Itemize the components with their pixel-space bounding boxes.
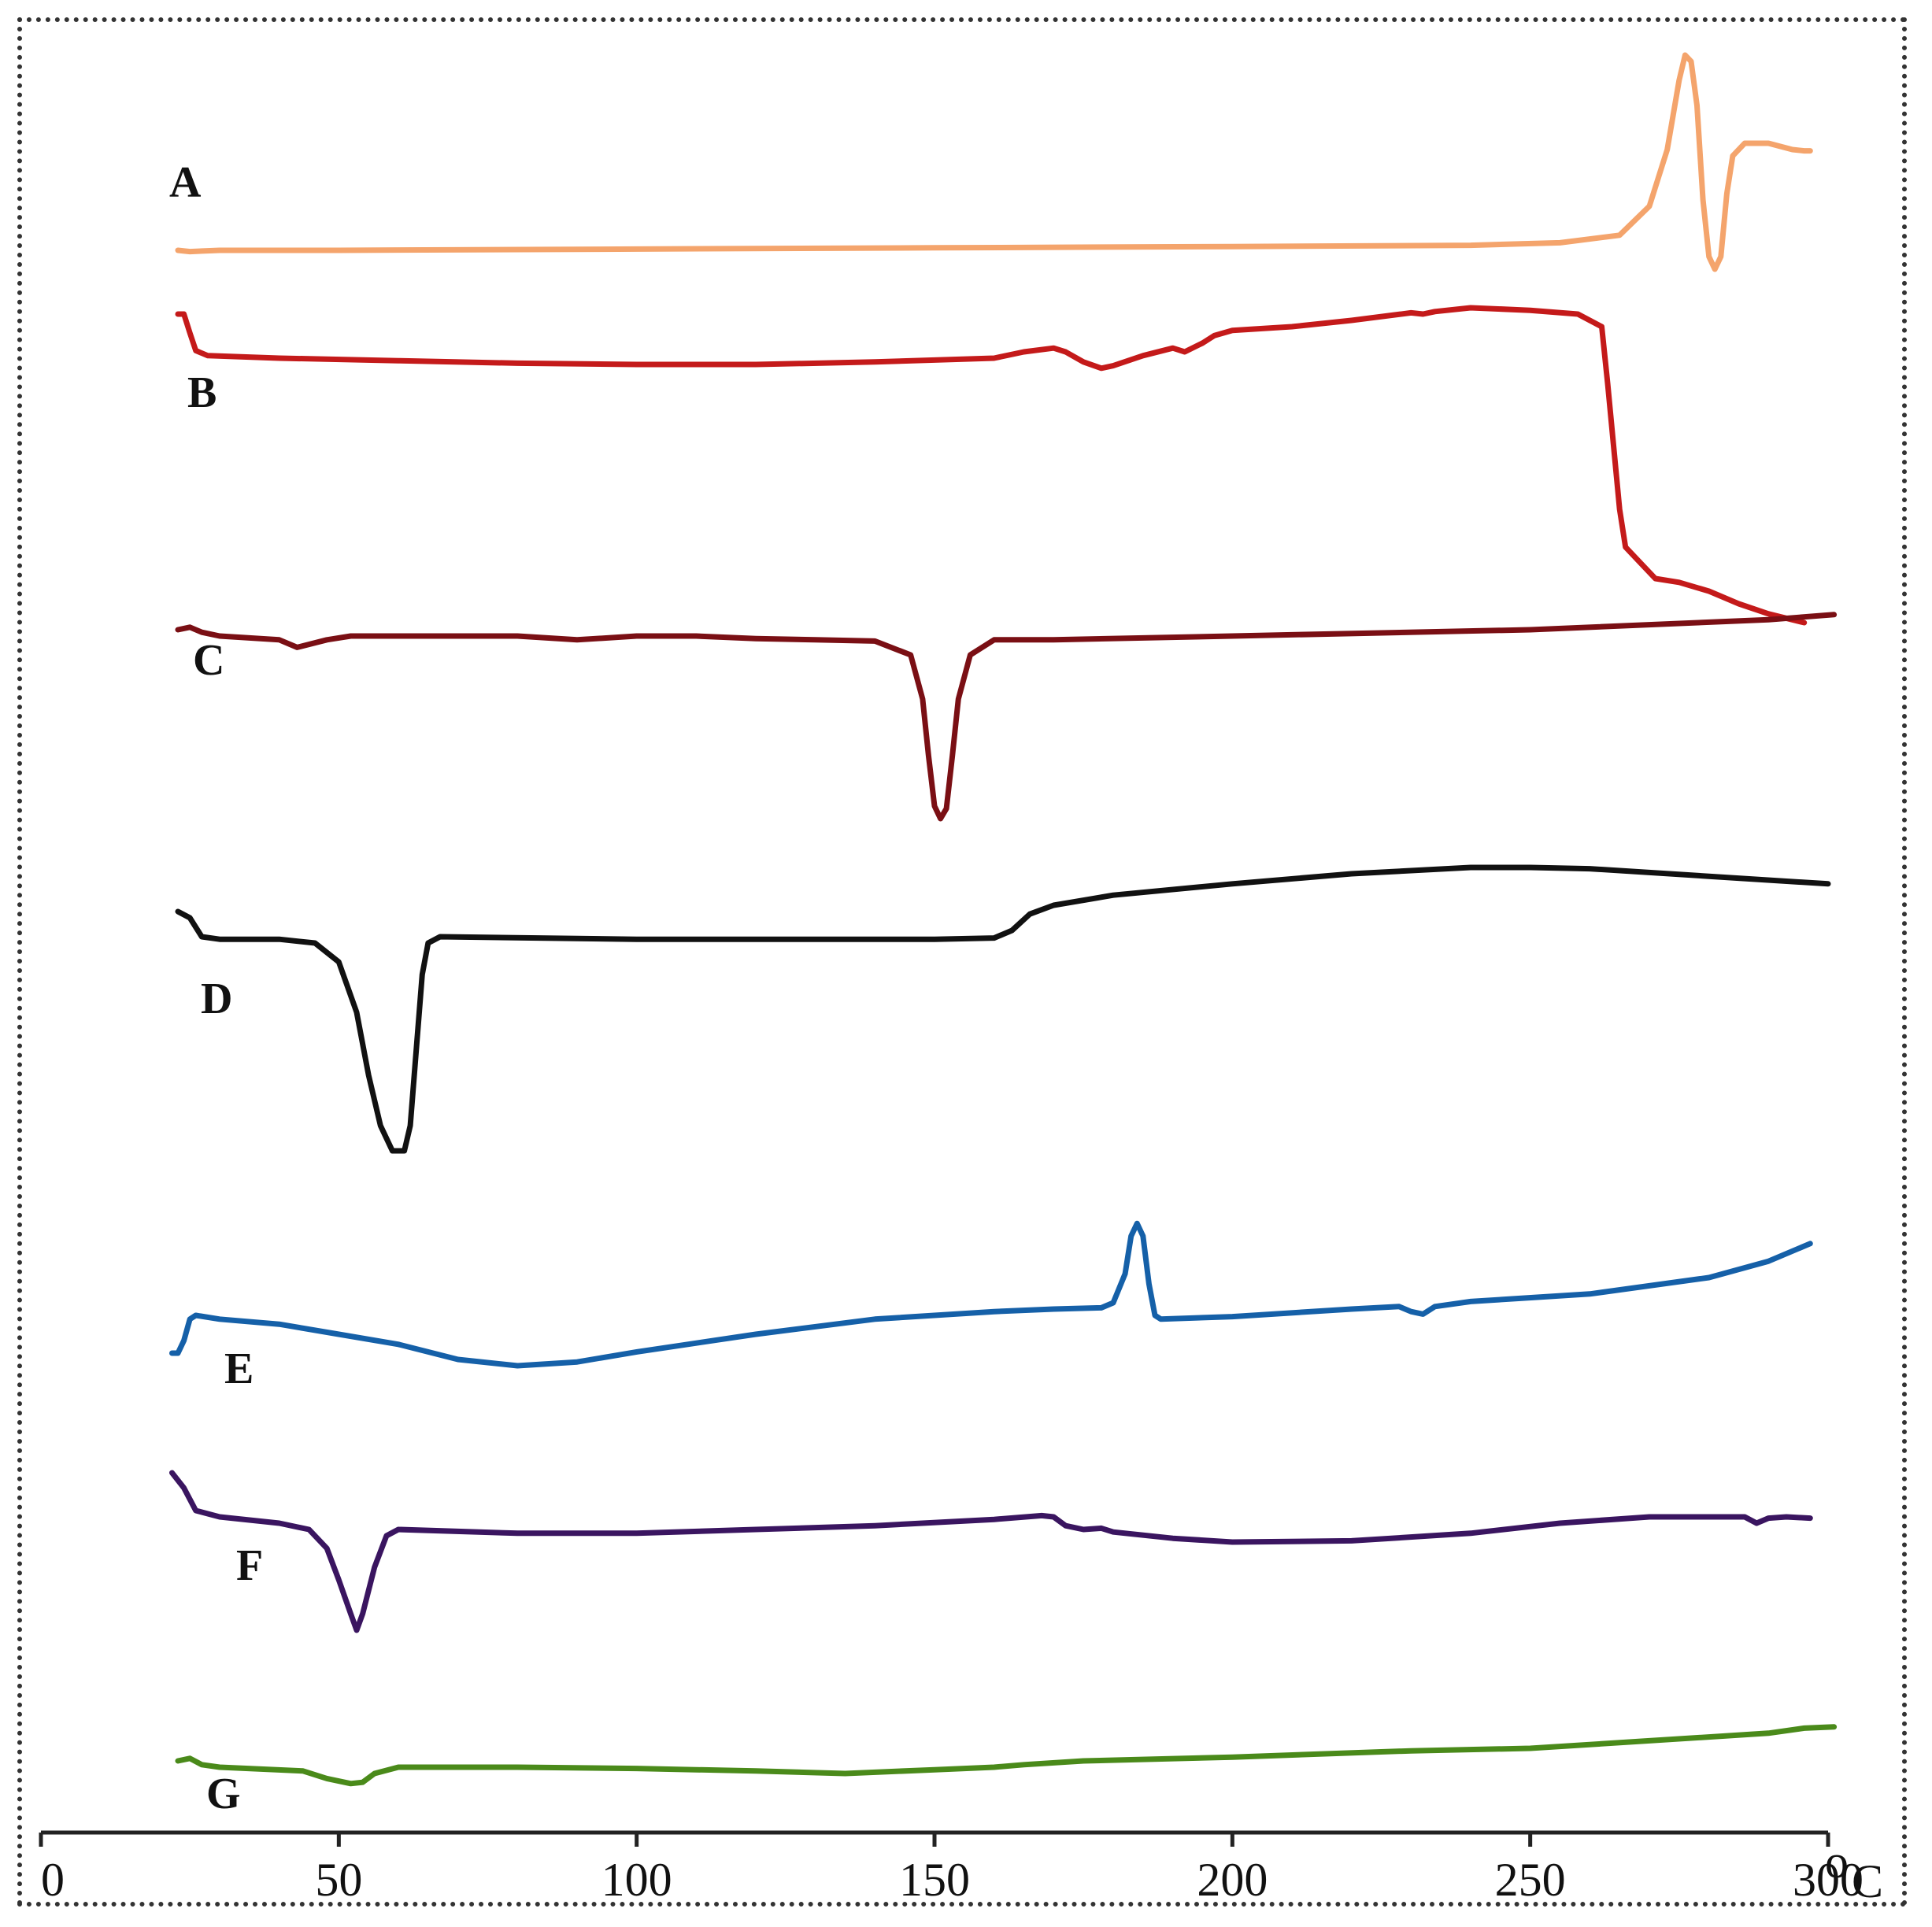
curve-label-f: F [236,1541,263,1590]
x-axis-tick-labels: 0 50 100 150 200 250 300 [41,1854,1864,1906]
curve-label-a: A [169,158,202,207]
curve-f [169,1470,1813,1633]
unit-letter: C [1852,1855,1883,1907]
curve-a [175,52,1813,272]
x-tick-label-150: 150 [899,1854,970,1906]
x-tick-label-100: 100 [601,1854,672,1906]
curves-group [169,52,1838,1787]
figure-frame [17,17,1907,1907]
curve-e [169,1220,1813,1369]
curve-label-b: B [187,368,217,417]
curve-d [175,864,1831,1154]
x-tick-label-50: 50 [315,1854,362,1906]
curve-label-e: E [224,1344,254,1393]
x-axis-ticks [39,1833,1830,1847]
curve-label-d: D [201,975,232,1023]
curve-b [175,305,1808,626]
curve-label-g: G [206,1770,241,1818]
curve-label-c: C [193,636,224,685]
x-tick-label-300: 300 [1793,1854,1864,1906]
curve-c [175,612,1838,822]
x-tick-label-200: 200 [1197,1854,1268,1906]
x-tick-label-0: 0 [41,1854,65,1906]
x-tick-label-250: 250 [1495,1854,1566,1906]
curve-g [175,1724,1838,1787]
unit-degree-symbol: o [1825,1836,1849,1888]
